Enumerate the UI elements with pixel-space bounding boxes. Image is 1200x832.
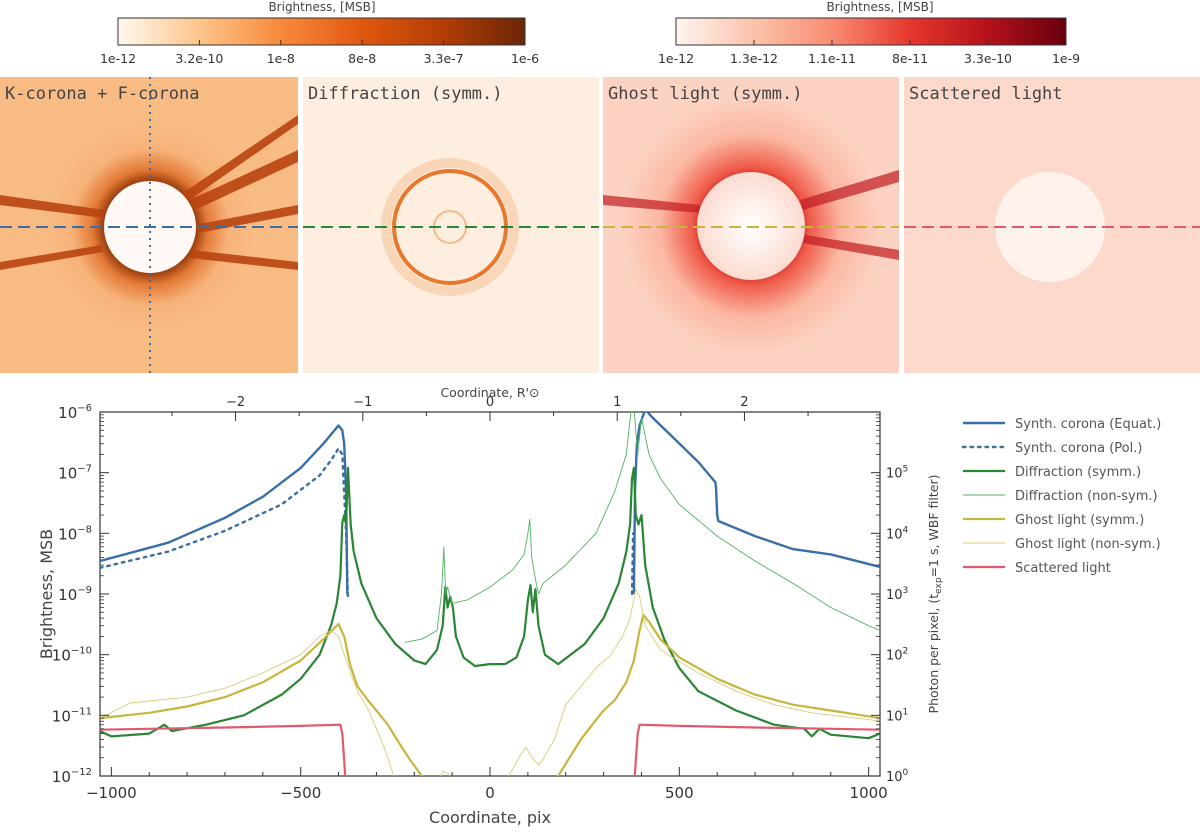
legend-label-6: Scattered light <box>1015 561 1111 576</box>
legend-label-1: Synth. corona (Pol.) <box>1015 441 1142 456</box>
colorbar-right-tick-label: 1e-9 <box>1052 51 1080 66</box>
colorbar-right-tick-label: 1e-12 <box>658 51 694 66</box>
legend-label-3: Diffraction (non-sym.) <box>1015 489 1158 504</box>
series-line-6-0 <box>100 723 347 776</box>
y-tick-label: 10−11 <box>52 706 92 725</box>
colorbar-left-title: Brightness, [MSB] <box>268 0 375 14</box>
panel2-title: Diffraction (symm.) <box>308 84 502 104</box>
legend-label-4: Ghost light (symm.) <box>1015 513 1144 528</box>
colorbar-right-tick-label: 1.1e-11 <box>808 51 856 66</box>
panel1-title: K-corona + F-corona <box>5 84 199 104</box>
y2-axis-label: Photon per pixel, (texp=1 s, WBF filter) <box>926 475 944 714</box>
legend-label-2: Diffraction (symm.) <box>1015 465 1141 480</box>
y2-tick-label: 100 <box>886 768 909 785</box>
series-line-4-1 <box>556 613 880 776</box>
line-plot: −1000 −500 0 500 1000 10−1210−1110−1010−910−… <box>37 385 944 827</box>
x2-axis-label: Coordinate, R'⊙ <box>440 385 539 400</box>
panel3-title: Ghost light (symm.) <box>608 84 802 104</box>
colorbar-left-tick-label: 1e-8 <box>267 51 295 66</box>
panel4-title: Scattered light <box>909 84 1063 104</box>
panel-k-f-corona: K-corona + F-corona <box>0 77 298 373</box>
x-tick-label: 1000 <box>850 784 888 802</box>
x2-tick-label: −1 <box>353 395 372 410</box>
y-tick-label: 10−9 <box>58 585 92 604</box>
legend: Synth. corona (Equat.) Synth. corona (Pol… <box>961 417 1161 576</box>
series-line-1-0 <box>100 447 350 602</box>
colorbar-left-tick-label: 1e-12 <box>100 51 136 66</box>
x-tick-label: 500 <box>665 784 694 802</box>
series-line-1-1 <box>630 532 635 596</box>
y-tick-label: 10−7 <box>58 464 92 483</box>
y-tick-label: 10−10 <box>52 646 92 665</box>
y2-tick-label: 105 <box>886 465 908 482</box>
y2-tick-label: 103 <box>886 586 908 603</box>
legend-label-0: Synth. corona (Equat.) <box>1015 417 1161 432</box>
series-line-4-0 <box>100 622 424 776</box>
panel-scattered-light: Scattered light <box>904 77 1200 373</box>
colorbar-right-tick-label: 3.3e-10 <box>964 51 1012 66</box>
x2-tick-label: 0 <box>486 395 494 410</box>
series-line-3-0 <box>404 412 880 643</box>
colorbar-left-tick-label: 3.2e-10 <box>175 51 223 66</box>
y2-tick-label: 104 <box>886 525 909 542</box>
series-line-0-1 <box>632 412 880 595</box>
panel-ghost-light: Ghost light (symm.) <box>603 77 899 373</box>
y2-tick-label: 102 <box>886 647 908 664</box>
x-tick-label: 0 <box>485 784 495 802</box>
y-tick-label: 10−8 <box>58 524 92 543</box>
y-tick-label: 10−6 <box>58 403 92 422</box>
legend-label-5: Ghost light (non-sym.) <box>1015 537 1161 552</box>
x2-tick-label: −2 <box>226 395 245 410</box>
y-tick-label: 10−12 <box>52 767 92 786</box>
series-line-5-1 <box>440 770 450 776</box>
x2-tick-label: 2 <box>740 395 748 410</box>
colorbar-right-tick-label: 8e-11 <box>892 51 928 66</box>
y-axis-label: Brightness, MSB <box>37 529 56 659</box>
series-line-5-0 <box>100 630 394 776</box>
series-line-0-0 <box>100 424 349 595</box>
x2-tick-label: 1 <box>613 395 621 410</box>
colorbar-left: Brightness, [MSB] 1e-12 3.2e-10 1e-8 8e-8 3.… <box>100 0 539 66</box>
y2-tick-label: 101 <box>886 707 908 724</box>
series-line-2-0 <box>100 466 880 740</box>
colorbar-right-title: Brightness, [MSB] <box>826 0 933 14</box>
x-tick-label: −500 <box>280 784 321 802</box>
series-line-5-2 <box>508 588 880 776</box>
colorbar-right-tick-label: 1.3e-12 <box>730 51 778 66</box>
panel-diffraction: Diffraction (symm.) <box>303 77 599 373</box>
colorbar-left-tick-label: 8e-8 <box>348 51 376 66</box>
colorbar-left-tick-label: 3.3e-7 <box>424 51 464 66</box>
x-axis-label: Coordinate, pix <box>429 808 551 827</box>
colorbar-right-gradient <box>675 17 1067 46</box>
colorbar-left-tick-label: 1e-6 <box>511 51 539 66</box>
series-line-6-1 <box>633 723 880 776</box>
colorbar-right: Brightness, [MSB] 1e-12 1.3e-12 1.1e-11 8e-… <box>658 0 1080 66</box>
x-tick-label: −1000 <box>86 784 137 802</box>
colorbar-left-gradient <box>117 17 526 46</box>
